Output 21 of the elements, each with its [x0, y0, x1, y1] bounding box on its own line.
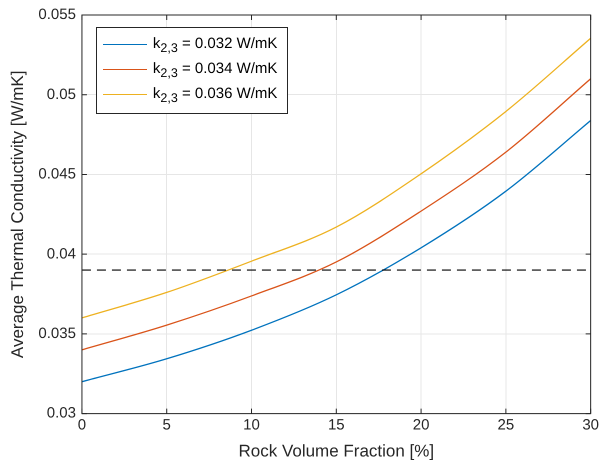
- x-tick-label: 0: [78, 416, 86, 434]
- x-tick-label: 25: [498, 416, 514, 434]
- y-tick-label: 0.045: [38, 166, 76, 183]
- x-tick-label: 15: [328, 416, 345, 434]
- y-tick-label: 0.04: [46, 245, 76, 262]
- x-tick-label: 5: [162, 416, 171, 434]
- y-tick-label: 0.03: [46, 404, 76, 422]
- line-series: [82, 78, 591, 350]
- y-axis-title: Average Thermal Conductivity [W/mK]: [8, 70, 27, 358]
- line-series: [82, 38, 591, 319]
- legend-label: k$_{2,3}$ = 0.032 W/mK: [152, 34, 278, 54]
- legend-label: k$_{2,3}$ = 0.034 W/mK: [152, 60, 278, 80]
- x-tick-label: 10: [243, 416, 260, 434]
- x-tick-label: 30: [582, 416, 599, 434]
- y-tick-label: 0.055: [38, 6, 76, 24]
- line-series: [82, 120, 591, 382]
- legend-label: k$_{2,3}$ = 0.036 W/mK: [152, 84, 278, 104]
- y-tick-label: 0.035: [38, 325, 76, 342]
- x-tick-label: 20: [412, 416, 430, 434]
- x-axis-title: Rock Volume Fraction [%]: [238, 441, 434, 460]
- y-tick-label: 0.05: [46, 86, 76, 103]
